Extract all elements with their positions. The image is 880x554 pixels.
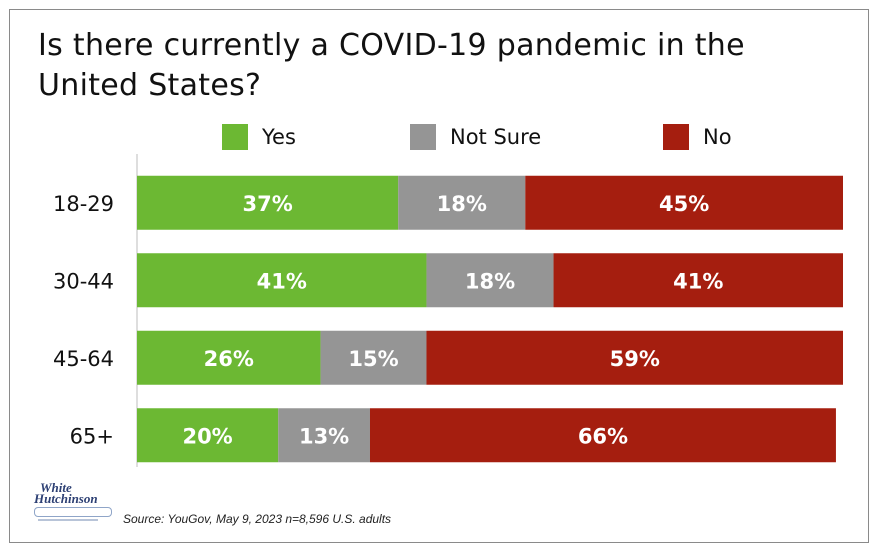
- legend-item-no: No: [663, 122, 732, 152]
- bar-not-sure-18-29: [398, 175, 526, 230]
- data-label-no-30-44: 41%: [673, 269, 723, 293]
- data-label-yes-30-44: 41%: [257, 269, 307, 293]
- legend-label-not-sure: Not Sure: [450, 125, 542, 149]
- category-label-30-44: 30-44: [53, 269, 114, 293]
- legend-swatch-not-sure: [410, 124, 436, 150]
- white-hutchinson-logo: White Hutchinson: [32, 480, 114, 526]
- chart-title: Is there currently a COVID-19 pandemic i…: [38, 28, 745, 103]
- data-label-no-65: 66%: [578, 424, 628, 448]
- legend-item-yes: Yes: [222, 122, 296, 152]
- legend-label-yes: Yes: [262, 125, 296, 149]
- bar-yes-45-64: [137, 330, 321, 385]
- bar-not-sure-65: [278, 408, 370, 463]
- data-label-not-sure-45-64: 15%: [348, 347, 398, 371]
- data-label-not-sure-30-44: 18%: [465, 269, 515, 293]
- data-label-yes-18-29: 37%: [242, 192, 292, 216]
- bar-no-30-44: [553, 253, 843, 308]
- bar-yes-18-29: [137, 175, 399, 230]
- data-label-no-18-29: 45%: [659, 192, 709, 216]
- legend-item-not-sure: Not Sure: [410, 122, 541, 152]
- bar-not-sure-45-64: [320, 330, 427, 385]
- bar-not-sure-30-44: [426, 253, 554, 308]
- source-note: Source: YouGov, May 9, 2023 n=8,596 U.S.…: [123, 512, 392, 526]
- bar-yes-65: [137, 408, 279, 463]
- data-label-no-45-64: 59%: [610, 347, 660, 371]
- legend-swatch-yes: [222, 124, 248, 150]
- data-label-yes-45-64: 26%: [204, 347, 254, 371]
- legend-swatch-no: [663, 124, 689, 150]
- legend-label-no: No: [703, 125, 732, 149]
- data-label-not-sure-65: 13%: [299, 424, 349, 448]
- category-label-65: 65+: [70, 424, 114, 448]
- data-label-not-sure-18-29: 18%: [437, 192, 487, 216]
- bar-no-18-29: [525, 175, 843, 230]
- category-label-18-29: 18-29: [53, 192, 114, 216]
- category-label-45-64: 45-64: [53, 347, 114, 371]
- bar-yes-30-44: [137, 253, 427, 308]
- bar-no-65: [369, 408, 836, 463]
- bar-no-45-64: [426, 330, 843, 385]
- data-label-yes-65: 20%: [182, 424, 232, 448]
